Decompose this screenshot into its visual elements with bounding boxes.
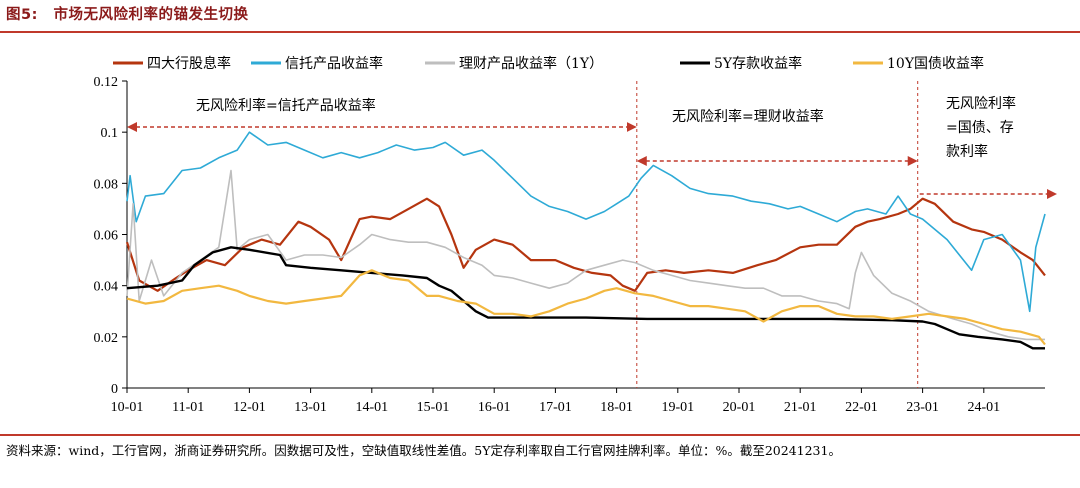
x-tick-label: 20-01 [723, 400, 756, 415]
figure-title-text: 市场无风险利率的锚发生切换 [53, 7, 249, 23]
x-tick-label: 23-01 [906, 400, 939, 415]
y-tick-label: 0 [111, 382, 118, 397]
annotation-text: 款利率 [946, 143, 988, 160]
x-tick-label: 18-01 [600, 400, 633, 415]
figure-title: 图5: 市场无风险利率的锚发生切换 [6, 3, 248, 24]
x-tick-label: 17-01 [539, 400, 572, 415]
x-tick-label: 19-01 [661, 400, 694, 415]
x-tick-label: 14-01 [355, 400, 388, 415]
annotation-text: =国债、存 [946, 120, 1014, 136]
x-tick-label: 24-01 [967, 400, 1000, 415]
bottom-rule [0, 434, 1080, 436]
annotation-text: 无风险利率=信托产品收益率 [196, 97, 376, 114]
series-line [126, 131, 1046, 313]
series-line [126, 169, 1045, 341]
y-tick-label: 0.12 [94, 75, 119, 90]
x-tick-label: 12-01 [233, 400, 266, 415]
x-tick-label: 10-01 [111, 400, 144, 415]
y-tick-label: 0.04 [94, 280, 119, 295]
annotation-text: 无风险利率=理财收益率 [672, 108, 824, 125]
y-tick-label: 0.1 [101, 126, 119, 141]
top-rule [0, 31, 1080, 33]
legend-label: 信托产品收益率 [285, 55, 383, 72]
figure-label: 图5: [6, 7, 38, 23]
x-tick-label: 11-01 [172, 400, 204, 415]
y-tick-label: 0.02 [94, 331, 119, 346]
x-tick-label: 21-01 [784, 400, 817, 415]
annotation-text: 无风险利率 [946, 95, 1016, 112]
x-tick-label: 16-01 [478, 400, 511, 415]
x-tick-label: 13-01 [294, 400, 327, 415]
legend-label: 5Y存款收益率 [714, 55, 802, 72]
legend-label: 四大行股息率 [147, 55, 231, 72]
legend-label: 10Y国债收益率 [887, 55, 984, 72]
x-tick-label: 15-01 [417, 400, 450, 415]
legend-label: 理财产品收益率（1Y） [459, 55, 603, 72]
source-note: 资料来源：wind，工行官网，浙商证券研究所。因数据可及性，空缺值取线性差值。5… [6, 443, 841, 458]
x-tick-label: 22-01 [845, 400, 878, 415]
y-tick-label: 0.08 [94, 177, 119, 192]
series-line [126, 246, 1045, 350]
series-line [125, 197, 1046, 292]
y-tick-label: 0.06 [94, 229, 119, 244]
series-line [126, 269, 1046, 346]
